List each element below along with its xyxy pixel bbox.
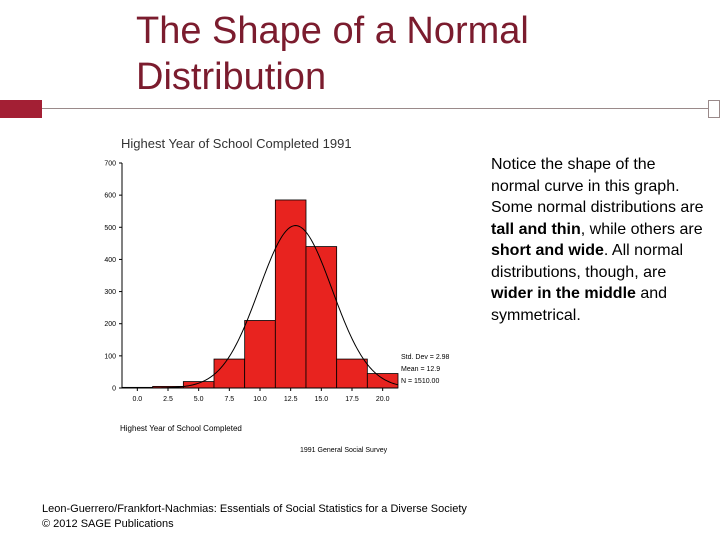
histogram-bar <box>213 358 246 389</box>
chart-title: Highest Year of School Completed 1991 <box>121 136 352 151</box>
note-text: and symmetrical. <box>491 285 668 324</box>
y-tick-label: 0 <box>112 386 116 393</box>
divider-accent-block <box>0 100 42 118</box>
y-tick-label: 100 <box>104 353 116 360</box>
note-emphasis: tall and thin <box>491 220 581 238</box>
x-axis: 0.0 2.5 5.0 7.5 10.0 12.5 15.0 17.5 20.0 <box>122 387 398 403</box>
y-tick-label: 700 <box>104 161 116 168</box>
note-emphasis: short and wide <box>491 242 604 259</box>
histogram-bar <box>274 199 307 389</box>
x-axis-label: Highest Year of School Completed <box>120 424 242 433</box>
x-tick-label: 20.0 <box>376 396 390 403</box>
y-tick-label: 300 <box>104 289 116 296</box>
stats-box: Std. Dev = 2.98 Mean = 12.9 N = 1510.00 <box>401 354 450 385</box>
y-tick-label: 600 <box>104 193 116 200</box>
footer-citation: Leon-Guerrero/Frankfort-Nachmias: Essent… <box>42 502 467 532</box>
x-tick-label: 0.0 <box>132 396 142 403</box>
x-tick-label: 15.0 <box>315 396 329 403</box>
y-tick-label: 500 <box>104 225 116 232</box>
x-tick-label: 2.5 <box>163 396 173 403</box>
note-text: . All normal distributions, though, are <box>491 242 684 281</box>
x-tick-label: 7.5 <box>224 396 234 403</box>
explanation-text: Notice the shape of the normal curve in … <box>491 154 706 326</box>
x-tick-label: 10.0 <box>253 396 267 403</box>
slide-title: The Shape of a Normal Distribution <box>136 10 529 98</box>
x-tick-label: 12.5 <box>284 396 298 403</box>
note-emphasis: wider in the middle <box>491 285 636 302</box>
normal-curve <box>122 225 399 389</box>
stats-label: N = 1510.00 <box>401 378 439 385</box>
divider-end-box <box>708 100 720 118</box>
histogram-bar <box>305 246 338 389</box>
histogram-bars <box>121 199 399 389</box>
x-tick-label: 5.0 <box>194 396 204 403</box>
stats-label: Mean = 12.9 <box>401 366 440 373</box>
footer-line-2: © 2012 SAGE Publications <box>42 518 174 530</box>
histogram-bar <box>366 373 399 389</box>
footer-line-1: Leon-Guerrero/Frankfort-Nachmias: Essent… <box>42 503 467 515</box>
histogram-bar <box>182 381 215 389</box>
y-tick-label: 200 <box>104 321 116 328</box>
note-text: Notice the shape of the normal curve in … <box>491 156 704 216</box>
histogram-chart: Highest Year of School Completed 1991 0 1… <box>104 136 450 454</box>
y-tick-label: 400 <box>104 257 116 264</box>
histogram-bar <box>244 320 276 389</box>
source-label: 1991 General Social Survey <box>300 447 388 454</box>
stats-label: Std. Dev = 2.98 <box>401 354 450 361</box>
title-divider-line <box>0 108 720 109</box>
x-tick-label: 17.5 <box>345 396 359 403</box>
y-axis: 0 100 200 300 400 500 600 700 <box>104 161 123 393</box>
histogram-bar <box>336 358 368 389</box>
note-text: , while others are <box>580 220 703 238</box>
